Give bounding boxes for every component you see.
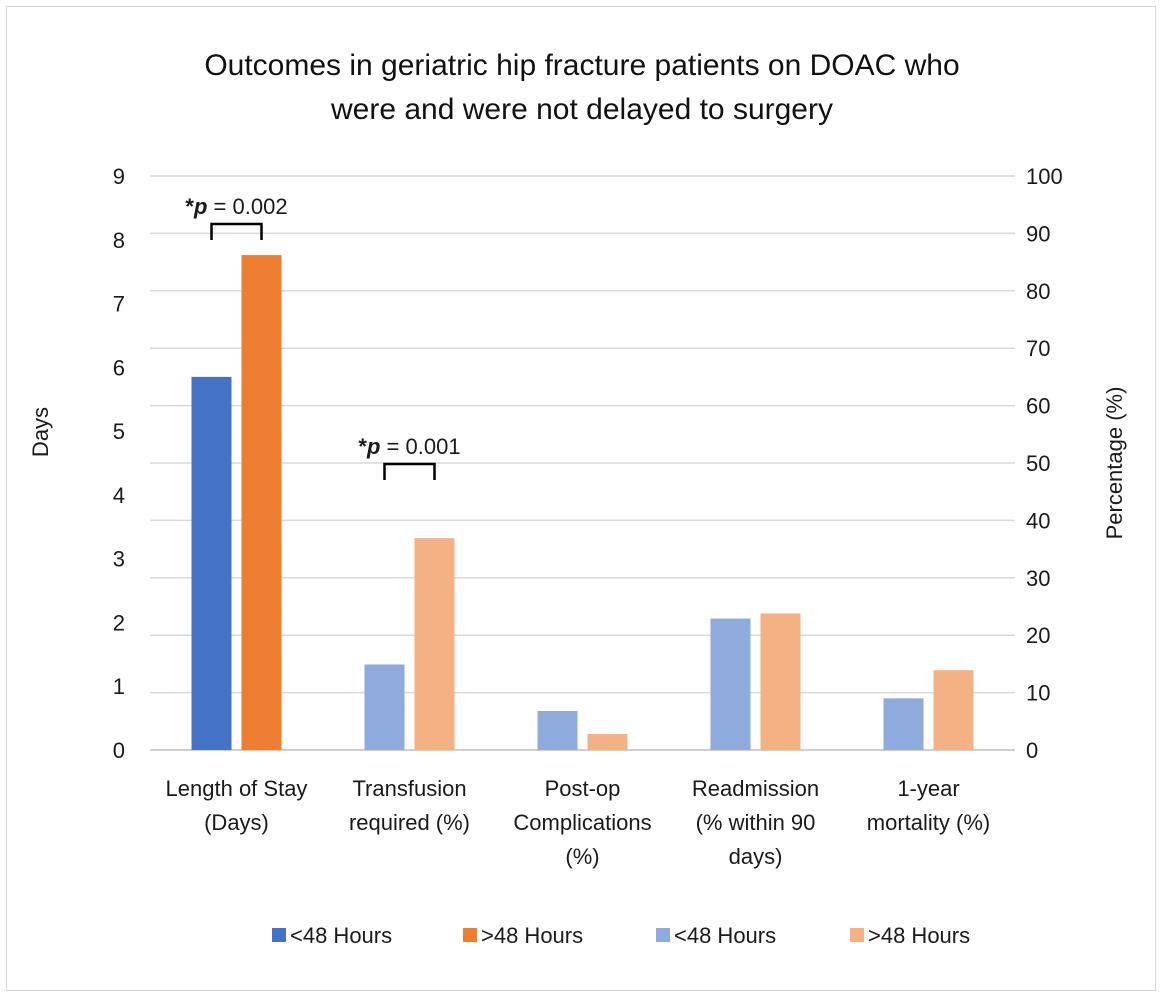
y-right-tick-label: 80: [1026, 279, 1050, 304]
y-left-tick-label: 2: [113, 610, 125, 635]
y-right-tick-label: 40: [1026, 508, 1050, 533]
y-right-tick-label: 20: [1026, 623, 1050, 648]
legend-label: >48 Hours: [481, 923, 583, 948]
legend-swatch: [850, 928, 864, 942]
y-right-tick-label: 100: [1026, 164, 1063, 189]
y-right-tick-label: 0: [1026, 738, 1038, 763]
y-right-tick-label: 50: [1026, 451, 1050, 476]
legend-swatch: [272, 928, 286, 942]
x-category-label: (Days): [204, 810, 269, 835]
y-left-tick-label: 8: [113, 228, 125, 253]
y-left-tick-label: 0: [113, 738, 125, 763]
bar: [414, 538, 455, 750]
y-left-axis-title: Days: [28, 407, 53, 457]
legend-label: <48 Hours: [674, 923, 776, 948]
bar: [587, 733, 628, 750]
x-category-label: mortality (%): [867, 810, 990, 835]
y-right-tick-label: 10: [1026, 681, 1050, 706]
bar: [933, 670, 974, 750]
legend-swatch: [656, 928, 670, 942]
x-category-label: Readmission: [692, 776, 819, 801]
bar: [241, 255, 282, 750]
x-category-label: Complications: [513, 810, 651, 835]
bar: [710, 618, 751, 750]
y-right-axis-title: Percentage (%): [1102, 387, 1127, 540]
x-category-label: Transfusion: [352, 776, 466, 801]
x-category-label: days): [729, 844, 783, 869]
bar: [760, 613, 801, 750]
x-category-label: Length of Stay: [166, 776, 308, 801]
y-right-tick-label: 30: [1026, 566, 1050, 591]
bar: [537, 710, 578, 750]
y-left-tick-label: 5: [113, 419, 125, 444]
legend-label: <48 Hours: [290, 923, 392, 948]
bar: [883, 698, 924, 750]
x-category-label: 1-year: [897, 776, 959, 801]
bar: [364, 664, 405, 750]
legend-label: >48 Hours: [868, 923, 970, 948]
significance-bracket: [210, 222, 263, 240]
y-left-tick-label: 9: [113, 164, 125, 189]
y-left-tick-label: 7: [113, 292, 125, 317]
p-value-annotation: *p = 0.002: [185, 194, 287, 219]
y-left-tick-label: 3: [113, 547, 125, 572]
x-category-label: required (%): [349, 810, 470, 835]
x-category-label: (% within 90: [696, 810, 816, 835]
y-right-tick-label: 60: [1026, 394, 1050, 419]
legend-swatch: [463, 928, 477, 942]
x-category-label: (%): [565, 844, 599, 869]
y-left-tick-label: 4: [113, 483, 125, 508]
p-value-annotation: *p = 0.001: [358, 434, 460, 459]
significance-bracket: [383, 462, 436, 480]
y-right-tick-label: 70: [1026, 336, 1050, 361]
x-category-label: Post-op: [545, 776, 621, 801]
bar: [191, 376, 232, 750]
y-left-tick-label: 1: [113, 674, 125, 699]
chart-title-line-1: Outcomes in geriatric hip fracture patie…: [204, 49, 960, 82]
chart-title: Outcomes in geriatric hip fracture patie…: [0, 44, 1164, 132]
chart-title-line-2: were and were not delayed to surgery: [331, 93, 833, 126]
y-left-tick-label: 6: [113, 355, 125, 380]
y-right-tick-label: 90: [1026, 221, 1050, 246]
